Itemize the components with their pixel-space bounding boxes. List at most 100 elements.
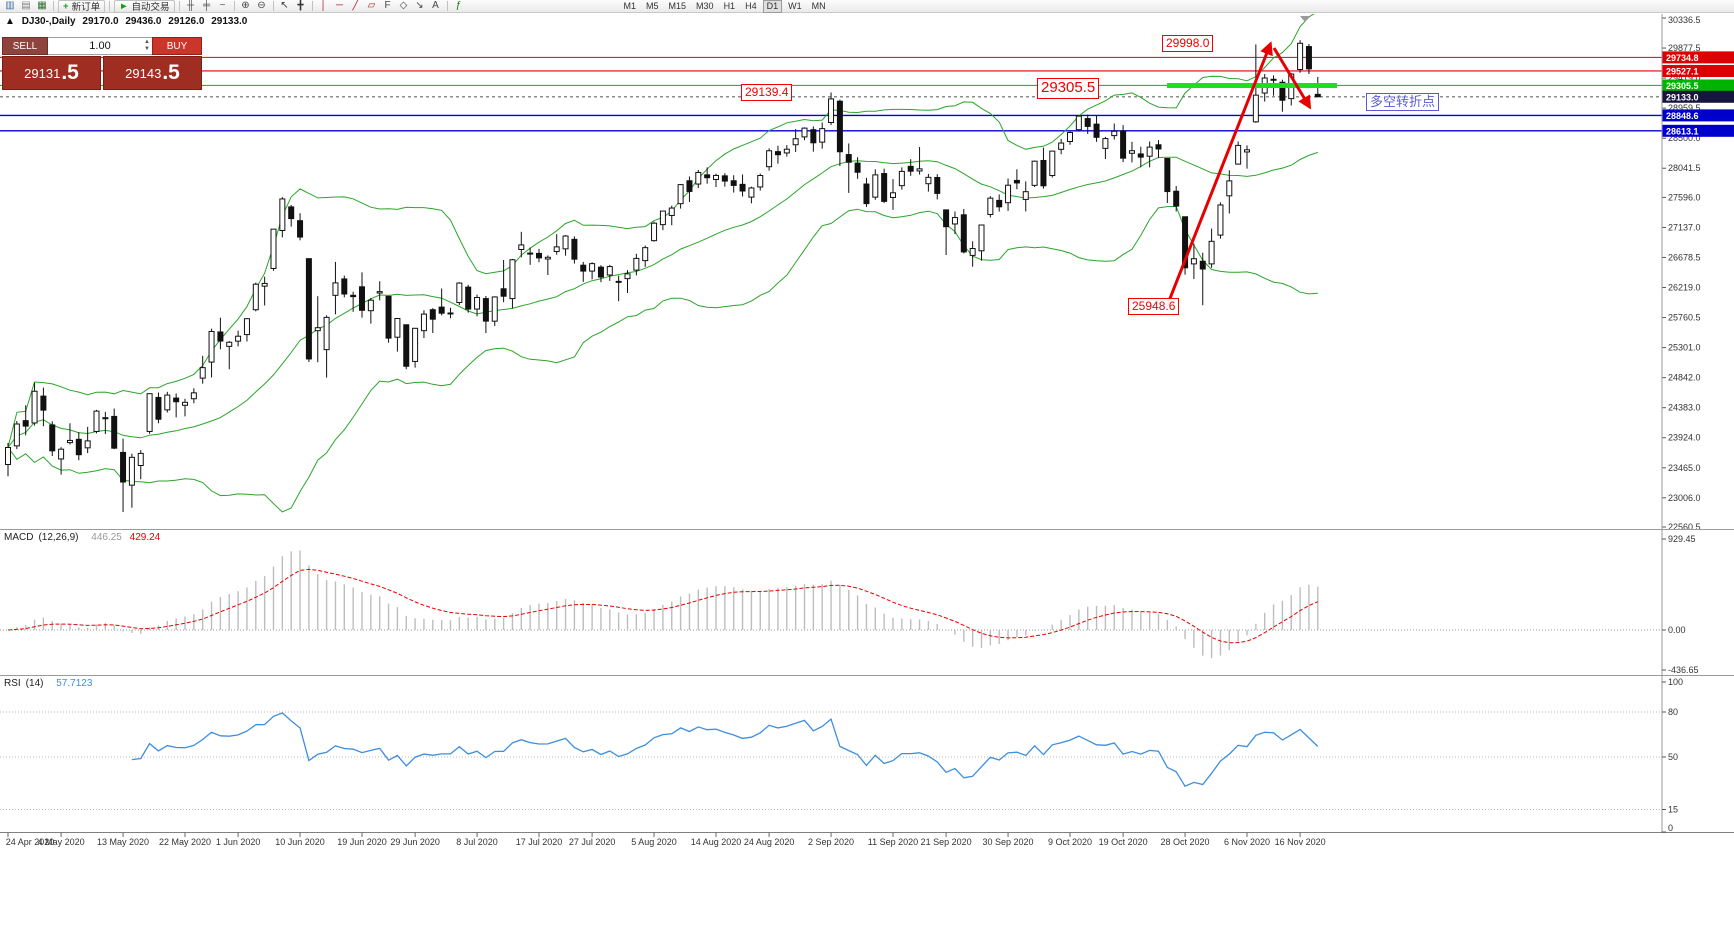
- timeframe-W1[interactable]: W1: [788, 0, 802, 11]
- date-label: 13 May 2020: [97, 837, 149, 847]
- indicators-icon[interactable]: ƒ: [455, 0, 462, 11]
- candle-body: [996, 199, 1003, 208]
- price-badge-label: 29305.5: [1666, 81, 1699, 91]
- new-order-button-label: 新订单: [71, 2, 101, 13]
- toolbar-separator: [178, 1, 180, 11]
- candle-body: [987, 197, 994, 215]
- volume-down-icon[interactable]: ▼: [144, 46, 150, 52]
- date-label: 27 Jul 2020: [569, 837, 616, 847]
- price-chart[interactable]: 30336.5 29877.5 29419.0 28959.5 28500.0 28041…: [0, 14, 1734, 937]
- timeframe-H4[interactable]: H4: [745, 0, 757, 11]
- candle-body: [571, 238, 578, 260]
- candle-body: [297, 220, 304, 238]
- date-label: 19 Jun 2020: [337, 837, 387, 847]
- candle-body: [960, 214, 967, 253]
- horizontal-line-icon[interactable]: ─: [335, 0, 344, 11]
- zoom-out-icon[interactable]: ⊖: [257, 0, 266, 11]
- market-watch-icon[interactable]: ▦: [37, 0, 47, 11]
- candle-body: [934, 176, 941, 194]
- volume-value: 1.00: [89, 40, 111, 52]
- buy-price-display[interactable]: 29143 .5: [103, 56, 202, 90]
- chart-collapse-icon[interactable]: ▲: [5, 16, 15, 27]
- candle-body: [872, 174, 879, 198]
- volume-up-icon[interactable]: ▲: [144, 39, 150, 45]
- text-annotation-turning-point[interactable]: 多空转折点: [1366, 93, 1440, 112]
- price-annotation-swing-low[interactable]: 25948.6: [1128, 298, 1180, 315]
- date-label: 14 Aug 2020: [691, 837, 742, 847]
- volume-field[interactable]: 1.00 ▲ ▼: [48, 37, 152, 55]
- timeframe-H1[interactable]: H1: [723, 0, 736, 11]
- candle-body: [314, 327, 321, 332]
- candle-body: [1111, 130, 1118, 137]
- candle-body: [1128, 150, 1135, 154]
- trend-arrow-down[interactable]: [1272, 47, 1312, 110]
- trend-arrow-up[interactable]: [1165, 41, 1273, 307]
- candle-body: [102, 417, 109, 420]
- cursor-icon[interactable]: ↖: [280, 0, 289, 11]
- new-order-button[interactable]: + 新订单: [58, 0, 106, 13]
- sell-price-display[interactable]: 29131 .5: [2, 56, 101, 90]
- buy-button[interactable]: BUY: [152, 37, 202, 55]
- shapes-icon[interactable]: ◇: [399, 0, 408, 11]
- volume-stepper[interactable]: ▲ ▼: [144, 39, 150, 53]
- candle-body: [1102, 138, 1109, 149]
- sell-price-fraction: .5: [61, 61, 79, 84]
- auto-trading-icon: ►: [119, 0, 129, 12]
- toolbar-separator: [53, 1, 54, 11]
- candle-body: [208, 330, 215, 363]
- timeframe-M30[interactable]: M30: [696, 0, 714, 11]
- price-axis-label: 28500.0: [1668, 133, 1701, 143]
- timeframe-D1[interactable]: D1: [762, 0, 783, 13]
- fibonacci-icon[interactable]: F: [384, 0, 391, 11]
- new-order-icon: +: [63, 0, 69, 12]
- price-annotation-pivot[interactable]: 29305.5: [1037, 78, 1100, 99]
- candle-body: [31, 390, 38, 424]
- auto-trading-button[interactable]: ► 自动交易: [114, 0, 175, 13]
- candle-body: [120, 451, 127, 483]
- candle-body: [1013, 179, 1020, 184]
- price-badge-label: 29527.1: [1666, 66, 1699, 76]
- zoom-in-icon[interactable]: ⊕: [241, 0, 250, 11]
- price-annotation-peak[interactable]: 29998.0: [1162, 35, 1214, 52]
- ohlc-open: 29170.0: [82, 16, 119, 27]
- candle-body: [713, 174, 719, 180]
- vertical-line-icon[interactable]: │: [320, 0, 327, 11]
- candle-body: [1164, 158, 1171, 193]
- trendline-icon[interactable]: ╱: [352, 0, 359, 11]
- ohlc-high: 29436.0: [125, 16, 162, 27]
- chart-profiles-icon[interactable]: ▤: [21, 0, 31, 11]
- candle-body: [951, 217, 958, 225]
- candle-body: [288, 206, 295, 220]
- candle-body: [252, 283, 259, 311]
- price-badge-29527.1: [1662, 64, 1734, 77]
- candle-body: [429, 309, 436, 320]
- candle-body: [536, 252, 542, 259]
- timeframe-M5[interactable]: M5: [646, 0, 659, 11]
- candlestick-type-icon[interactable]: ╪: [202, 0, 211, 11]
- candle-body: [1040, 159, 1047, 187]
- candle-body: [1067, 132, 1073, 142]
- timeframe-M1[interactable]: M1: [623, 0, 637, 11]
- line-chart-type-icon[interactable]: ~: [219, 0, 226, 11]
- crosshair-icon[interactable]: ╋: [297, 0, 304, 11]
- candle-body: [465, 286, 472, 310]
- timeframe-M15[interactable]: M15: [668, 0, 687, 11]
- channel-icon[interactable]: ▱: [367, 0, 376, 11]
- candle-body: [978, 224, 985, 252]
- candle-body: [668, 207, 675, 216]
- indicator-panels: [0, 550, 1662, 810]
- date-label: 6 Nov 2020: [1224, 837, 1270, 847]
- bar-chart-type-icon[interactable]: ╫: [186, 0, 195, 11]
- candle-body: [235, 335, 242, 342]
- sell-button[interactable]: SELL: [2, 37, 48, 55]
- timeframe-MN[interactable]: MN: [811, 0, 826, 11]
- candle-body: [633, 257, 640, 271]
- new-chart-icon[interactable]: ▥: [5, 0, 15, 11]
- arrow-object-icon[interactable]: ↘: [415, 0, 424, 11]
- candle-body: [686, 180, 693, 192]
- sell-price-main: 29131: [24, 65, 61, 81]
- chart-shift-marker-icon[interactable]: [1300, 16, 1310, 22]
- price-badge-29133.0: [1662, 90, 1734, 103]
- text-label-icon[interactable]: A: [432, 0, 439, 11]
- price-annotation-previous-high[interactable]: 29139.4: [741, 84, 793, 101]
